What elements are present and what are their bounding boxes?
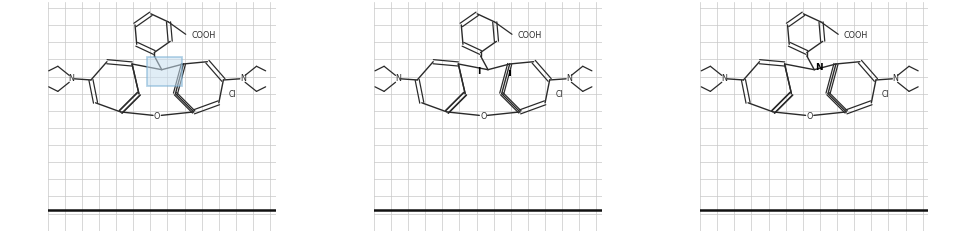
Bar bbox=[147, 57, 183, 86]
Text: O: O bbox=[806, 112, 813, 121]
Text: O: O bbox=[154, 112, 160, 121]
Text: COOH: COOH bbox=[191, 31, 216, 40]
Text: N: N bbox=[815, 63, 823, 72]
Text: N: N bbox=[395, 74, 401, 83]
Bar bbox=[508, 70, 511, 76]
Text: COOH: COOH bbox=[517, 31, 542, 40]
Text: Cl: Cl bbox=[555, 90, 563, 99]
Text: I: I bbox=[477, 67, 480, 76]
Text: N: N bbox=[892, 74, 898, 83]
Bar bbox=[799, 57, 834, 86]
Text: N: N bbox=[721, 74, 727, 83]
Text: Cl: Cl bbox=[881, 90, 889, 99]
Text: Cl: Cl bbox=[229, 90, 236, 99]
Text: COOH: COOH bbox=[844, 31, 869, 40]
Text: N: N bbox=[566, 74, 572, 83]
Bar bbox=[473, 57, 508, 86]
Text: N: N bbox=[240, 74, 246, 83]
Text: O: O bbox=[480, 112, 487, 121]
Text: N: N bbox=[68, 74, 74, 83]
